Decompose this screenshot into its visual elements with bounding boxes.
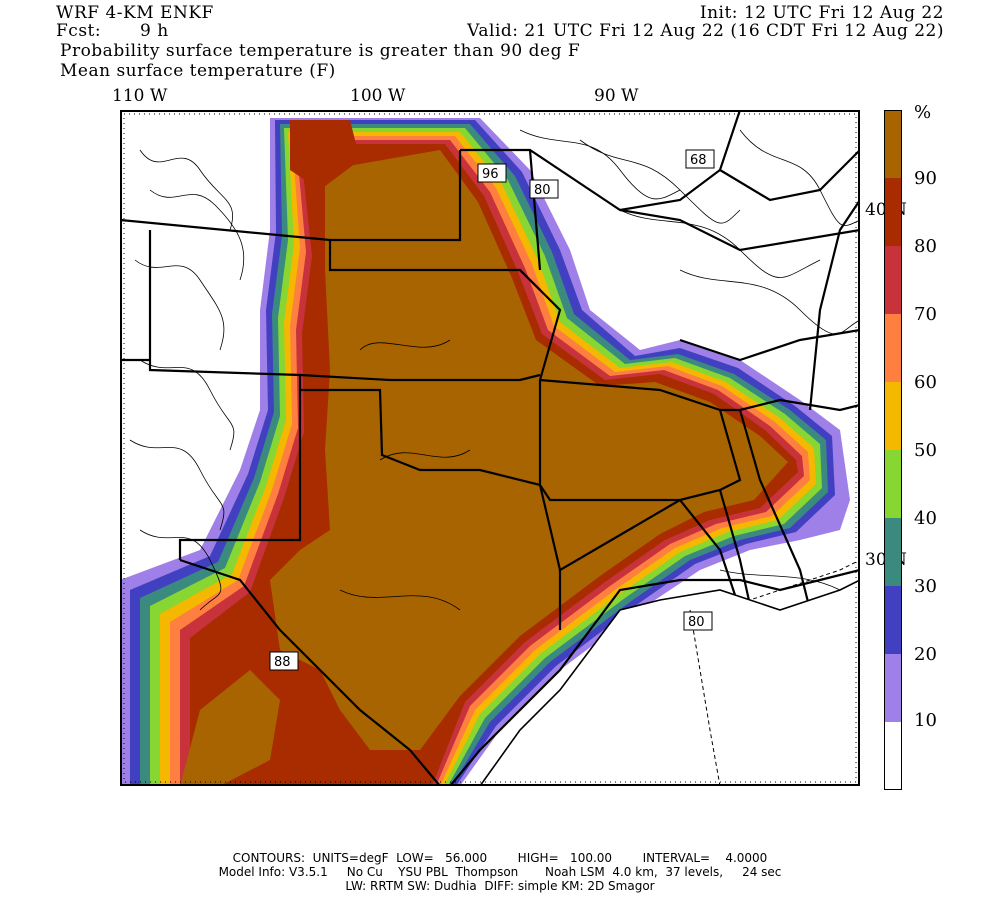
colorbar-label-70: 70 xyxy=(914,304,937,325)
colorbar-label-60: 60 xyxy=(914,372,937,393)
gulf-of-mexico xyxy=(480,580,860,786)
probability-core xyxy=(180,120,788,786)
field-title-mean-temp: Mean surface temperature (F) xyxy=(60,61,336,81)
colorbar-band-0 xyxy=(884,722,902,790)
footer-physics: LW: RRTM SW: Dudhia DIFF: simple KM: 2D … xyxy=(345,879,655,893)
colorbar-unit: % xyxy=(914,102,932,123)
temperature-contours xyxy=(129,129,860,651)
lon-label-90w: 90 W xyxy=(594,86,639,106)
contour-label-80-south: 80 xyxy=(683,611,713,631)
contour-label-68: 68 xyxy=(685,149,715,169)
weather-map: 96 80 68 88 80 xyxy=(120,110,860,786)
svg-text:88: 88 xyxy=(274,655,291,670)
colorbar-label-10: 10 xyxy=(914,710,937,731)
colorbar xyxy=(884,110,902,790)
colorbar-band-4 xyxy=(884,450,902,518)
model-title: WRF 4-KM ENKF xyxy=(56,3,214,23)
lon-label-110w: 110 W xyxy=(112,86,168,106)
colorbar-band-5 xyxy=(884,382,902,450)
lon-label-100w: 100 W xyxy=(350,86,406,106)
colorbar-band-9 xyxy=(884,110,902,178)
colorbar-label-50: 50 xyxy=(914,440,937,461)
colorbar-label-40: 40 xyxy=(914,508,937,529)
forecast-label: Fcst: xyxy=(56,21,102,41)
colorbar-band-1 xyxy=(884,654,902,722)
svg-text:96: 96 xyxy=(482,167,499,182)
colorbar-label-90: 90 xyxy=(914,168,937,189)
svg-text:68: 68 xyxy=(690,153,707,168)
svg-text:80: 80 xyxy=(534,183,551,198)
gulf-coastline xyxy=(479,579,860,786)
footer-contours: CONTOURS: UNITS=degF LOW= 56.000 HIGH= 1… xyxy=(232,851,768,865)
colorbar-label-30: 30 xyxy=(914,576,937,597)
colorbar-band-3 xyxy=(884,518,902,586)
colorbar-band-8 xyxy=(884,178,902,246)
contour-label-96: 96 xyxy=(477,163,507,183)
colorbar-band-2 xyxy=(884,586,902,654)
contour-label-88: 88 xyxy=(269,651,299,671)
valid-time: Valid: 21 UTC Fri 12 Aug 22 (16 CDT Fri … xyxy=(467,21,944,41)
colorbar-band-7 xyxy=(884,246,902,314)
init-time: Init: 12 UTC Fri 12 Aug 22 xyxy=(699,3,944,23)
svg-text:80: 80 xyxy=(688,615,705,630)
map-tick-frame xyxy=(123,113,857,783)
map-frame xyxy=(120,110,860,786)
colorbar-label-80: 80 xyxy=(914,236,937,257)
forecast-hour: 9 h xyxy=(140,21,169,41)
field-title-probability: Probability surface temperature is great… xyxy=(60,41,581,61)
colorbar-band-6 xyxy=(884,314,902,382)
footer-model-info: Model Info: V3.5.1 No Cu YSU PBL Thompso… xyxy=(218,865,782,879)
colorbar-label-20: 20 xyxy=(914,644,937,665)
contour-label-80-north: 80 xyxy=(529,179,559,199)
